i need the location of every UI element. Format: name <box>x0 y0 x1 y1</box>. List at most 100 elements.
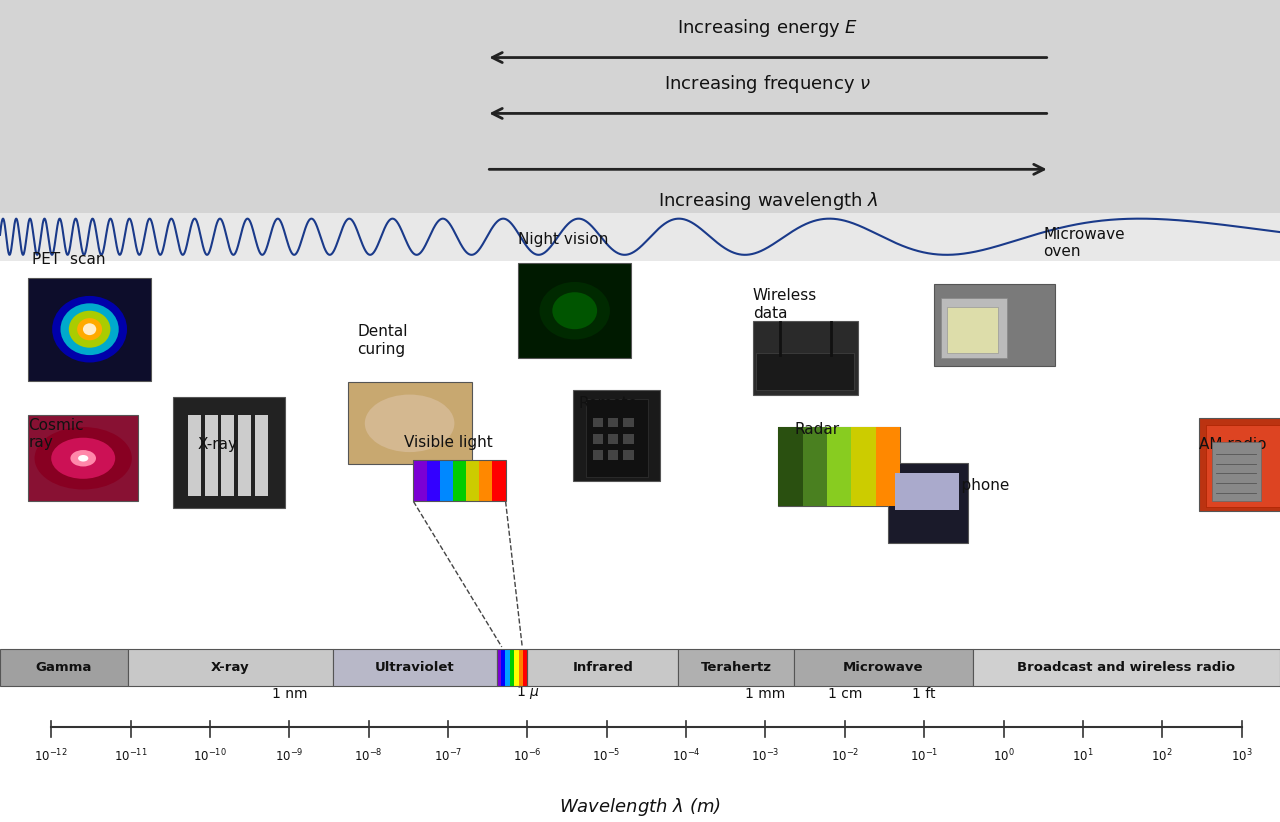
Bar <box>128 649 333 686</box>
Bar <box>28 415 138 501</box>
Text: 1 $\mu$: 1 $\mu$ <box>516 684 539 701</box>
Bar <box>753 321 858 395</box>
Ellipse shape <box>70 450 96 467</box>
Ellipse shape <box>77 318 102 340</box>
Text: Cell phone: Cell phone <box>928 478 1010 493</box>
Bar <box>608 450 618 460</box>
Text: $10^{-6}$: $10^{-6}$ <box>513 748 541 764</box>
Text: $10^{-8}$: $10^{-8}$ <box>355 748 383 764</box>
Ellipse shape <box>553 293 596 330</box>
Text: Remote: Remote <box>579 396 637 411</box>
Ellipse shape <box>35 427 132 489</box>
Bar <box>678 649 794 686</box>
Bar <box>238 415 251 496</box>
Text: Gamma: Gamma <box>36 661 92 674</box>
Bar <box>493 460 506 501</box>
Bar <box>348 382 472 464</box>
Ellipse shape <box>83 323 96 335</box>
Bar <box>479 460 493 501</box>
Bar <box>573 390 660 481</box>
Bar <box>413 460 506 501</box>
Bar <box>623 418 634 427</box>
Bar <box>934 284 1055 366</box>
Bar <box>623 434 634 444</box>
Bar <box>941 298 1007 358</box>
Bar <box>623 450 634 460</box>
Bar <box>0 213 1280 261</box>
Bar <box>500 649 506 686</box>
Bar <box>803 427 827 506</box>
Bar <box>527 649 678 686</box>
Ellipse shape <box>51 437 115 478</box>
Text: Wireless
data: Wireless data <box>753 289 817 321</box>
Bar <box>778 427 803 506</box>
Ellipse shape <box>365 395 454 452</box>
Text: $10^{-11}$: $10^{-11}$ <box>114 748 147 764</box>
Bar <box>947 307 998 353</box>
Bar <box>827 427 851 506</box>
Text: Increasing wavelength $\lambda$: Increasing wavelength $\lambda$ <box>658 190 878 212</box>
Bar <box>188 415 201 496</box>
Text: $10^{1}$: $10^{1}$ <box>1073 748 1093 764</box>
Bar <box>794 649 973 686</box>
Bar <box>426 460 440 501</box>
Bar <box>1199 418 1280 511</box>
Text: 1 cm: 1 cm <box>828 687 861 701</box>
Bar <box>778 427 900 506</box>
Text: Terahertz: Terahertz <box>700 661 772 674</box>
Bar <box>518 649 524 686</box>
Text: 1 nm: 1 nm <box>271 687 307 701</box>
Bar <box>28 278 151 381</box>
Text: $10^{-9}$: $10^{-9}$ <box>275 748 303 764</box>
Text: Visible light: Visible light <box>404 436 493 450</box>
Bar <box>466 460 479 501</box>
Text: Microwave
oven: Microwave oven <box>1043 227 1125 259</box>
Text: $10^{-5}$: $10^{-5}$ <box>593 748 621 764</box>
Bar <box>506 649 509 686</box>
Bar <box>895 473 959 510</box>
Bar <box>205 415 218 496</box>
Bar <box>593 434 603 444</box>
Text: $10^{-7}$: $10^{-7}$ <box>434 748 462 764</box>
Text: Radar: Radar <box>795 423 840 437</box>
Bar <box>851 427 876 506</box>
Bar <box>0 649 128 686</box>
Bar <box>0 0 1280 230</box>
Bar <box>221 415 234 496</box>
Text: Infrared: Infrared <box>572 661 634 674</box>
Text: Microwave: Microwave <box>844 661 923 674</box>
Bar <box>608 418 618 427</box>
Bar <box>524 649 527 686</box>
Text: $10^{-10}$: $10^{-10}$ <box>193 748 227 764</box>
Ellipse shape <box>60 303 119 355</box>
Bar <box>255 415 268 496</box>
Text: $10^{-1}$: $10^{-1}$ <box>910 748 938 764</box>
Bar <box>413 460 426 501</box>
Text: Cosmic
ray: Cosmic ray <box>28 418 83 450</box>
Bar <box>973 649 1280 686</box>
Text: AM radio: AM radio <box>1199 437 1267 452</box>
Bar <box>497 649 500 686</box>
Text: $10^{0}$: $10^{0}$ <box>993 748 1014 764</box>
Bar <box>497 649 527 686</box>
Text: Increasing frequency $\nu$: Increasing frequency $\nu$ <box>664 73 872 95</box>
Text: 1 ft: 1 ft <box>913 687 936 701</box>
Bar <box>453 460 466 501</box>
Bar <box>333 649 497 686</box>
Bar <box>608 434 618 444</box>
Bar <box>515 649 518 686</box>
Bar <box>173 397 285 508</box>
Text: Dental
curing: Dental curing <box>357 325 407 357</box>
Bar <box>586 399 648 477</box>
Ellipse shape <box>69 311 110 348</box>
Text: 1 mm: 1 mm <box>745 687 786 701</box>
Text: $10^{2}$: $10^{2}$ <box>1152 748 1172 764</box>
Text: X-ray: X-ray <box>211 661 250 674</box>
Bar <box>1212 442 1261 501</box>
Bar <box>593 418 603 427</box>
Text: X-ray: X-ray <box>197 437 237 452</box>
Ellipse shape <box>52 296 127 363</box>
Text: $10^{-2}$: $10^{-2}$ <box>831 748 859 764</box>
Bar <box>509 649 515 686</box>
Text: Broadcast and wireless radio: Broadcast and wireless radio <box>1018 661 1235 674</box>
